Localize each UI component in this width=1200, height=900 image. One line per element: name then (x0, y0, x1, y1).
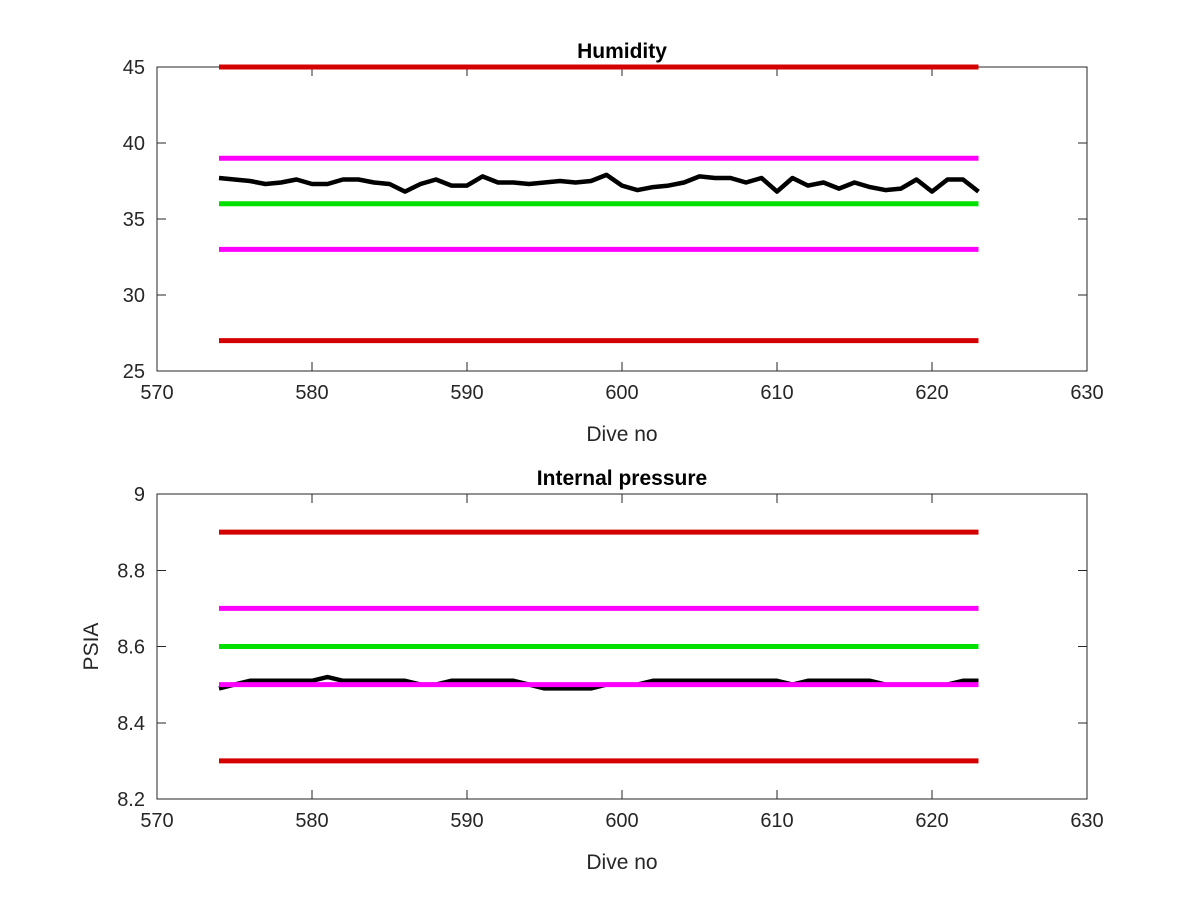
x-tick-label: 590 (450, 382, 483, 404)
x-tick-label: 620 (915, 382, 948, 404)
x-tick-label: 600 (605, 810, 638, 832)
x-tick-label: 610 (760, 382, 793, 404)
measurement-series-line (218, 172, 980, 194)
x-tick-label: 580 (295, 810, 328, 832)
x-tick-label: 580 (295, 382, 328, 404)
x-tick-label: 590 (450, 810, 483, 832)
x-tick-label: 600 (605, 382, 638, 404)
y-tick-label: 8.4 (117, 713, 145, 735)
x-tick-label: 570 (140, 810, 173, 832)
x-tick-label: 570 (140, 382, 173, 404)
x-tick-label: 630 (1070, 382, 1103, 404)
y-axis-label: PSIA (80, 623, 103, 671)
x-tick-label: 620 (915, 810, 948, 832)
y-tick-label: 9 (134, 484, 145, 506)
y-tick-label: 8.8 (117, 560, 145, 582)
y-tick-label: 35 (123, 209, 145, 231)
y-tick-label: 25 (123, 361, 145, 383)
x-tick-label: 610 (760, 810, 793, 832)
x-axis-label: Dive no (586, 851, 657, 874)
humidity-panel: 570 580 590 600 610 620 630 25 30 35 40 45 Humidity D… (123, 40, 1104, 446)
y-tick-label: 8.6 (117, 637, 145, 659)
y-tick-label: 30 (123, 285, 145, 307)
internal-pressure-panel: 570 580 590 600 610 620 630 8.2 8.4 8.6 8.8 9 Intern… (80, 467, 1104, 874)
chart-title: Humidity (577, 40, 667, 63)
y-tick-label: 45 (123, 57, 145, 79)
y-tick-label: 40 (123, 133, 145, 155)
chart-title: Internal pressure (537, 467, 707, 490)
axes-frame (156, 66, 1088, 372)
y-tick-label: 8.2 (117, 789, 145, 811)
x-axis-label: Dive no (586, 423, 657, 446)
x-tick-label: 630 (1070, 810, 1103, 832)
